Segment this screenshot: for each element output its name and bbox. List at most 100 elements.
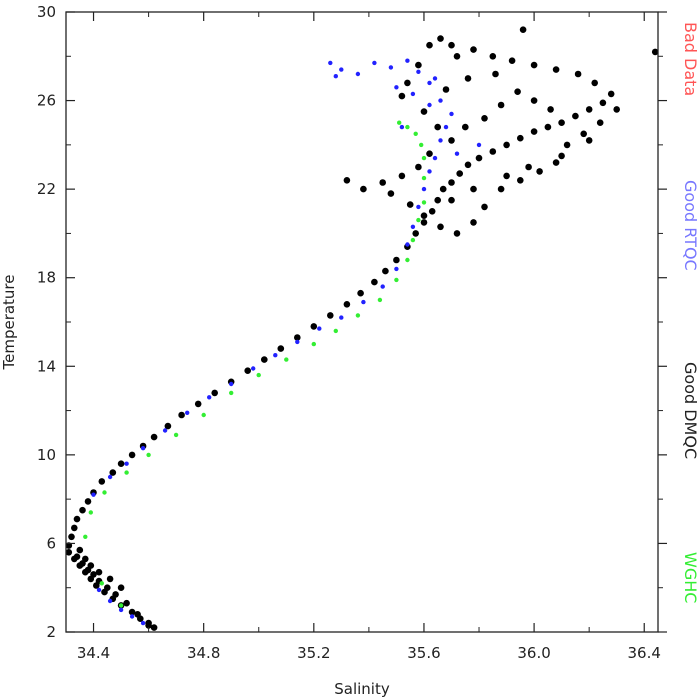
data-point: [339, 315, 344, 320]
data-point: [294, 334, 301, 341]
data-point: [547, 106, 554, 113]
data-point: [489, 148, 497, 155]
data-point: [96, 587, 102, 593]
data-point: [421, 175, 427, 181]
plot-points: [65, 26, 659, 631]
data-point: [194, 400, 202, 408]
x-tick-label: 35.2: [297, 644, 330, 662]
data-point: [410, 224, 416, 229]
data-point: [261, 356, 268, 363]
data-point: [481, 203, 488, 211]
data-point: [437, 35, 444, 42]
data-point: [530, 128, 538, 135]
data-point: [311, 341, 316, 347]
data-point: [437, 223, 444, 231]
data-point: [596, 119, 604, 126]
data-point: [432, 155, 438, 161]
data-point: [333, 328, 338, 334]
data-point: [164, 422, 172, 430]
data-point: [558, 152, 565, 160]
data-point: [585, 106, 593, 113]
data-point: [456, 170, 464, 177]
data-point: [607, 90, 615, 98]
data-point: [503, 141, 510, 149]
x-tick-label: 34.8: [187, 644, 220, 662]
data-point: [519, 26, 527, 33]
data-point: [552, 159, 560, 166]
data-point: [544, 123, 552, 131]
data-point: [434, 123, 442, 131]
data-point: [420, 212, 428, 219]
data-point: [129, 614, 135, 619]
data-point: [107, 598, 113, 604]
data-point: [343, 177, 351, 184]
data-point: [453, 230, 461, 237]
data-point: [371, 278, 378, 286]
data-point: [580, 130, 587, 138]
data-point: [73, 515, 81, 523]
y-tick-label: 10: [37, 446, 56, 464]
data-point: [464, 161, 472, 169]
legend: Bad Data Good RTQC Good DMQC WGHC: [681, 22, 700, 603]
data-point: [427, 169, 432, 174]
data-point: [448, 196, 455, 204]
data-point: [140, 620, 146, 626]
data-point: [427, 102, 432, 108]
data-point: [405, 58, 410, 63]
data-point: [104, 584, 111, 591]
data-point: [146, 452, 151, 458]
data-point: [317, 326, 322, 331]
data-point: [419, 142, 424, 148]
data-point: [107, 474, 113, 480]
data-point: [377, 297, 383, 303]
data-point: [145, 622, 152, 629]
x-tick-label: 34.4: [77, 644, 110, 662]
data-point: [229, 381, 234, 387]
data-point: [394, 266, 399, 272]
data-point: [476, 142, 482, 148]
data-point: [421, 155, 427, 161]
data-point: [416, 204, 421, 210]
data-point: [453, 53, 461, 60]
x-axis-title: Salinity: [334, 680, 390, 698]
x-tick-label: 35.6: [407, 644, 440, 662]
y-axis-title: Temperature: [0, 274, 18, 370]
data-point: [310, 323, 318, 330]
legend-wghc: WGHC: [681, 552, 700, 603]
data-point: [454, 151, 460, 156]
data-point: [88, 510, 94, 515]
data-point: [398, 92, 406, 100]
data-point: [162, 428, 168, 433]
data-point: [71, 524, 78, 532]
data-point: [95, 568, 103, 576]
data-point: [410, 91, 416, 97]
data-point: [438, 138, 443, 143]
data-point: [470, 219, 477, 226]
data-point: [109, 469, 117, 476]
data-point: [416, 217, 421, 223]
data-point: [530, 61, 538, 69]
data-point: [73, 553, 81, 560]
data-point: [83, 534, 88, 539]
data-point: [613, 106, 620, 113]
data-point: [599, 99, 607, 107]
data-point: [333, 74, 338, 79]
data-point: [439, 185, 447, 193]
data-point: [273, 353, 278, 358]
data-point: [84, 498, 92, 505]
data-point: [413, 131, 418, 136]
data-point: [339, 67, 344, 72]
data-point: [128, 608, 136, 616]
data-point: [558, 119, 565, 126]
data-point: [426, 150, 433, 157]
data-point: [328, 60, 333, 66]
data-point: [514, 88, 521, 95]
data-point: [357, 289, 364, 297]
data-point: [591, 79, 598, 87]
data-point: [82, 555, 89, 563]
y-tick-label: 6: [46, 534, 56, 552]
data-point: [421, 200, 427, 205]
data-point: [410, 237, 416, 243]
